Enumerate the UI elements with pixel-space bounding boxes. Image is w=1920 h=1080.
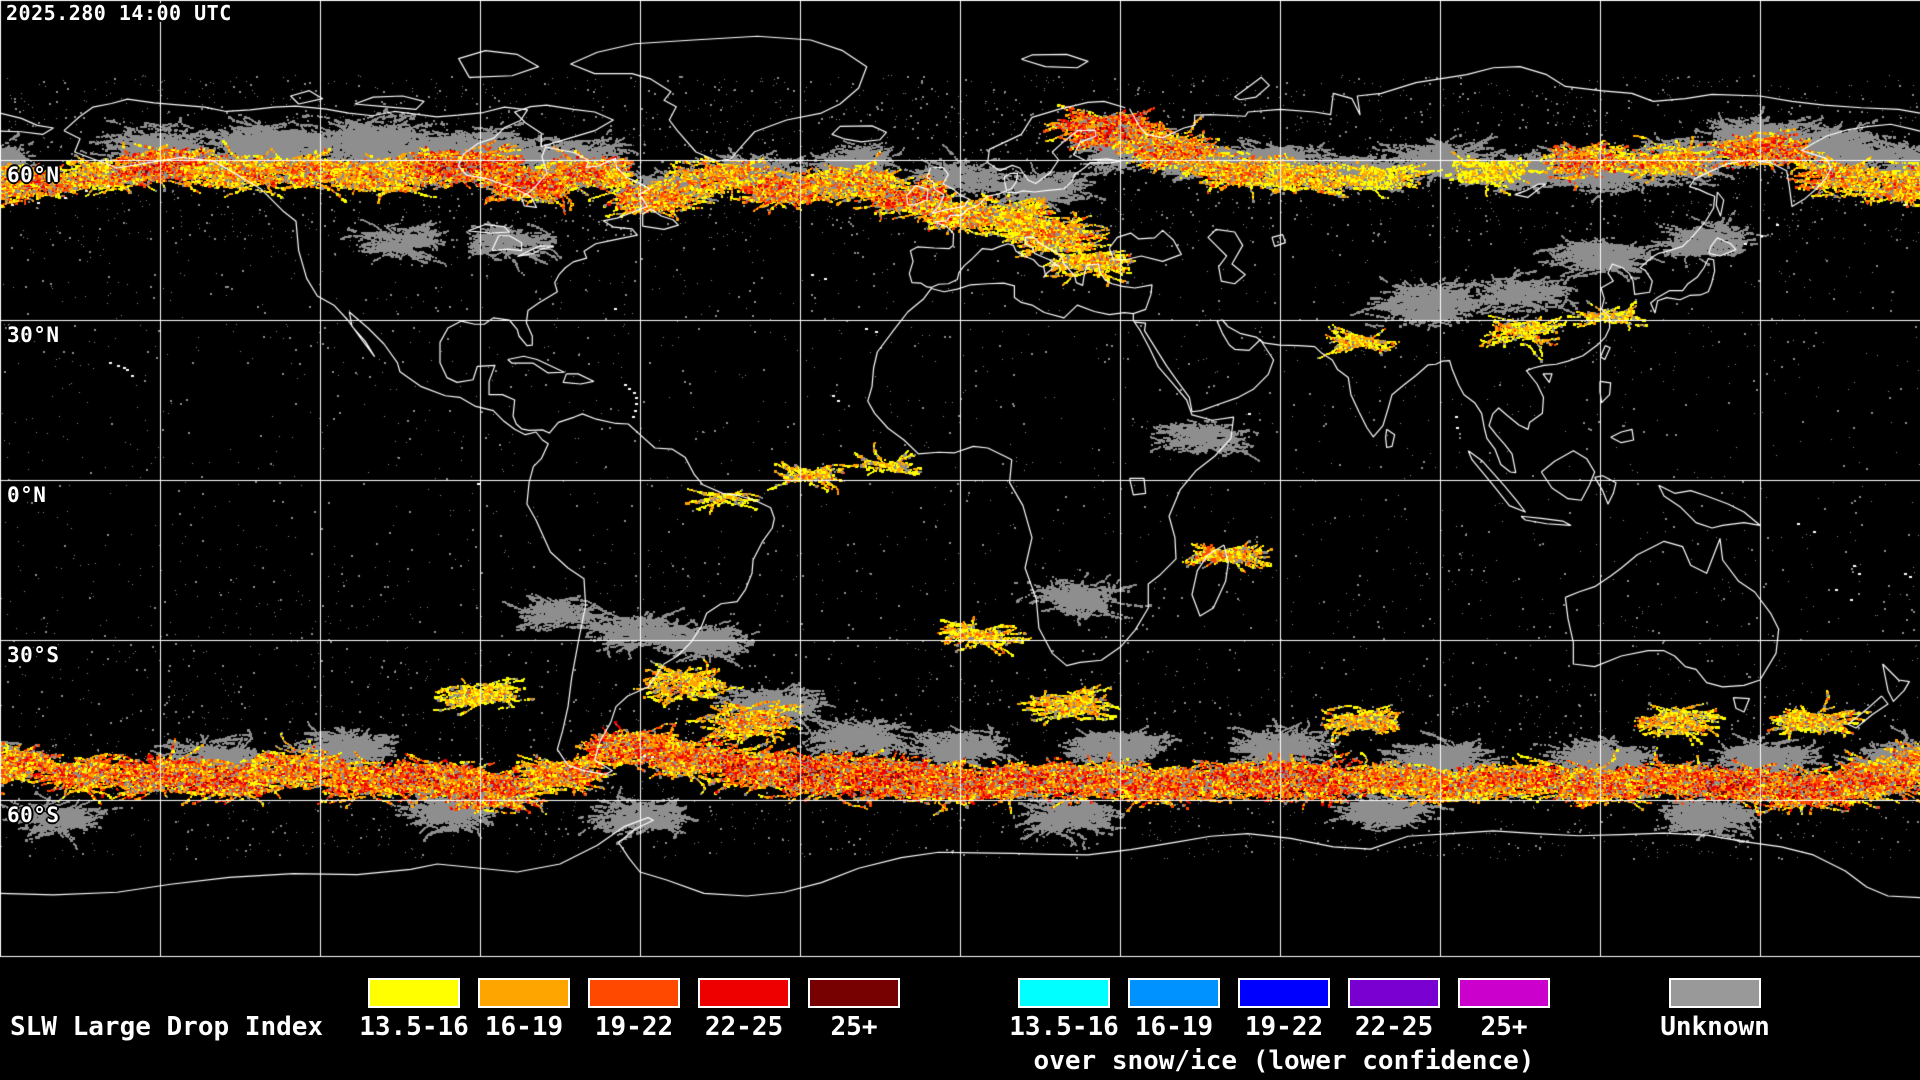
legend-label-slw-13.5-16: 13.5-16 bbox=[359, 1012, 469, 1042]
legend-label-snow_ice-22-25: 22-25 bbox=[1354, 1012, 1434, 1042]
timestamp-label: 2025.280 14:00 UTC bbox=[6, 1, 232, 25]
legend-swatch-unknown bbox=[1669, 978, 1761, 1008]
legend-swatch-snow_ice-13.5-16 bbox=[1018, 978, 1110, 1008]
legend-swatch-snow_ice-19-22 bbox=[1238, 978, 1330, 1008]
legend-label-snow_ice-19-22: 19-22 bbox=[1244, 1012, 1324, 1042]
legend-swatch-slw-25+ bbox=[808, 978, 900, 1008]
legend: SLW Large Drop Index 13.5-16 16-19 19-22 22… bbox=[0, 958, 1920, 1080]
legend-title: SLW Large Drop Index bbox=[10, 1012, 324, 1042]
legend-swatch-snow_ice-16-19 bbox=[1128, 978, 1220, 1008]
legend-swatch-slw-22-25 bbox=[698, 978, 790, 1008]
legend-label-slw-16-19: 16-19 bbox=[484, 1012, 564, 1042]
legend-swatch-slw-13.5-16 bbox=[368, 978, 460, 1008]
world-map-canvas bbox=[0, 0, 1920, 958]
latitude-label-60n: 60°N bbox=[7, 163, 60, 187]
latitude-label-30s: 30°S bbox=[7, 643, 60, 667]
legend-label-slw-22-25: 22-25 bbox=[704, 1012, 784, 1042]
legend-snow-ice-caption: over snow/ice (lower confidence) bbox=[1033, 1046, 1535, 1076]
legend-swatch-slw-19-22 bbox=[588, 978, 680, 1008]
legend-label-snow_ice-16-19: 16-19 bbox=[1134, 1012, 1214, 1042]
legend-swatch-snow_ice-25+ bbox=[1458, 978, 1550, 1008]
legend-label-snow_ice-13.5-16: 13.5-16 bbox=[1009, 1012, 1119, 1042]
legend-label-unknown: Unknown bbox=[1660, 1012, 1770, 1042]
legend-swatch-snow_ice-22-25 bbox=[1348, 978, 1440, 1008]
legend-swatch-slw-16-19 bbox=[478, 978, 570, 1008]
latitude-label-30n: 30°N bbox=[7, 323, 60, 347]
legend-label-slw-25+: 25+ bbox=[830, 1012, 878, 1042]
latitude-label-0n: 0°N bbox=[7, 483, 47, 507]
latitude-label-60s: 60°S bbox=[7, 803, 60, 827]
legend-label-slw-19-22: 19-22 bbox=[594, 1012, 674, 1042]
legend-label-snow_ice-25+: 25+ bbox=[1480, 1012, 1528, 1042]
